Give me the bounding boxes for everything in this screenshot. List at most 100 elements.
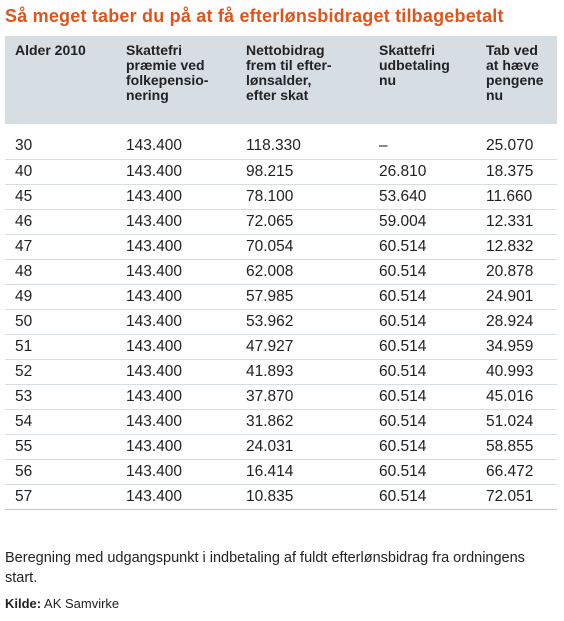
source-label: Kilde:	[5, 596, 42, 611]
table-cell: 143.400	[116, 259, 236, 285]
table-cell: 143.400	[116, 434, 236, 460]
table-cell: 72.051	[476, 484, 557, 510]
table-row: 50 143.400 53.962 60.514 28.924	[5, 309, 557, 335]
table-cell: 143.400	[116, 184, 236, 210]
column-header-line: præmie ved	[126, 57, 205, 73]
table-row: 47 143.400 70.054 60.514 12.832	[5, 234, 557, 260]
column-header-line: Skattefri	[379, 42, 436, 58]
table-cell: 46	[5, 209, 116, 235]
table-cell: –	[369, 134, 476, 160]
table-cell: 66.472	[476, 459, 557, 485]
table-cell: 143.400	[116, 134, 236, 160]
column-header-line: pengene	[486, 72, 544, 88]
table-row: 51 143.400 47.927 60.514 34.959	[5, 334, 557, 360]
column-header-line: nu	[379, 72, 397, 88]
table-cell: 72.065	[236, 209, 369, 235]
data-table-container: Alder 2010 Skattefri præmie ved folkepensio…	[5, 36, 557, 510]
column-header-line: Alder 2010	[15, 42, 86, 58]
table-cell: 20.878	[476, 259, 557, 285]
column-header-1: Alder 2010	[5, 36, 116, 124]
table-cell: 12.331	[476, 209, 557, 235]
table-cell: 24.031	[236, 434, 369, 460]
table-cell: 55	[5, 434, 116, 460]
table-cell: 53.962	[236, 309, 369, 335]
table-cell: 60.514	[369, 259, 476, 285]
table-row: 52 143.400 41.893 60.514 40.993	[5, 359, 557, 385]
table-row: 55 143.400 24.031 60.514 58.855	[5, 434, 557, 460]
table-cell: 143.400	[116, 234, 236, 260]
column-header-line: lønsalder,	[246, 72, 312, 88]
column-header-line: frem til efter-	[246, 57, 332, 73]
column-header-line: folkepensio-	[126, 72, 209, 88]
table-cell: 143.400	[116, 459, 236, 485]
table-cell: 143.400	[116, 209, 236, 235]
table-row: 48 143.400 62.008 60.514 20.878	[5, 259, 557, 285]
table-cell: 143.400	[116, 484, 236, 510]
table-cell: 60.514	[369, 409, 476, 435]
table-cell: 40	[5, 159, 116, 185]
table-cell: 143.400	[116, 159, 236, 185]
column-header-4: Skattefri udbetaling nu	[369, 36, 476, 124]
table-cell: 56	[5, 459, 116, 485]
column-header-3: Nettobidrag frem til efter-lønsalder, efte…	[236, 36, 369, 124]
table-row: 46 143.400 72.065 59.004 12.331	[5, 209, 557, 235]
table-cell: 60.514	[369, 334, 476, 360]
column-header-line: nering	[126, 87, 169, 103]
table-row: 53 143.400 37.870 60.514 45.016	[5, 384, 557, 410]
table-cell: 59.004	[369, 209, 476, 235]
table-cell: 11.660	[476, 184, 557, 210]
table-cell: 57	[5, 484, 116, 510]
table-cell: 60.514	[369, 434, 476, 460]
table-cell: 58.855	[476, 434, 557, 460]
table-cell: 47	[5, 234, 116, 260]
table-cell: 98.215	[236, 159, 369, 185]
column-header-line: nu	[486, 87, 504, 103]
table-cell: 41.893	[236, 359, 369, 385]
table-cell: 51.024	[476, 409, 557, 435]
table-cell: 143.400	[116, 334, 236, 360]
table-cell: 143.400	[116, 309, 236, 335]
table-cell: 60.514	[369, 234, 476, 260]
page-title: Så meget taber du på at få efterlønsbidr…	[5, 6, 504, 26]
table-cell: 60.514	[369, 359, 476, 385]
table-cell: 25.070	[476, 134, 557, 160]
table-cell: 49	[5, 284, 116, 310]
table-row: 56 143.400 16.414 60.514 66.472	[5, 459, 557, 485]
column-header-line: Nettobidrag	[246, 42, 325, 58]
table-cell: 24.901	[476, 284, 557, 310]
column-header-line: Skattefri	[126, 42, 183, 58]
table-cell: 52	[5, 359, 116, 385]
table-cell: 60.514	[369, 484, 476, 510]
table-cell: 18.375	[476, 159, 557, 185]
table-cell: 28.924	[476, 309, 557, 335]
table-cell: 45.016	[476, 384, 557, 410]
table-cell: 57.985	[236, 284, 369, 310]
table-cell: 16.414	[236, 459, 369, 485]
table-cell: 34.959	[476, 334, 557, 360]
table-cell: 53	[5, 384, 116, 410]
column-header-line: efter skat	[246, 87, 309, 103]
table-cell: 78.100	[236, 184, 369, 210]
table-spacer-row	[5, 124, 557, 134]
column-header-line: Tab ved	[486, 42, 538, 58]
column-header-2: Skattefri præmie ved folkepensio-nering	[116, 36, 236, 124]
table-cell: 47.927	[236, 334, 369, 360]
table-cell: 10.835	[236, 484, 369, 510]
table-cell: 60.514	[369, 309, 476, 335]
column-header-line: udbetaling	[379, 57, 450, 73]
table-cell: 45	[5, 184, 116, 210]
table-cell: 143.400	[116, 384, 236, 410]
table-cell: 143.400	[116, 284, 236, 310]
table-cell: 48	[5, 259, 116, 285]
table-cell: 54	[5, 409, 116, 435]
table-cell: 31.862	[236, 409, 369, 435]
table-cell: 51	[5, 334, 116, 360]
table-row: 49 143.400 57.985 60.514 24.901	[5, 284, 557, 310]
table-row: 30 143.400 118.330–25.070	[5, 134, 557, 160]
table-cell: 60.514	[369, 459, 476, 485]
table-row: 40 143.400 98.215 26.810 18.375	[5, 159, 557, 185]
source-credit: Kilde: AK Samvirke	[5, 596, 119, 611]
column-header-line: at hæve	[486, 57, 539, 73]
column-header-5: Tab ved at hæve pengene nu	[476, 36, 557, 124]
table-cell: 60.514	[369, 384, 476, 410]
